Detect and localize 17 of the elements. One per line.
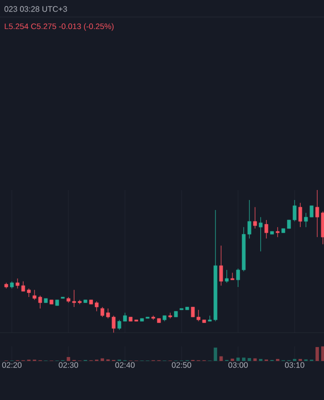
bar <box>219 356 223 361</box>
bar <box>214 348 218 361</box>
bar <box>321 346 324 361</box>
bar <box>100 358 104 361</box>
candlestick <box>219 245 223 286</box>
candlestick <box>258 216 263 252</box>
bar <box>66 357 70 361</box>
candlestick <box>315 190 320 238</box>
bar <box>248 358 252 361</box>
candlestick <box>298 202 302 228</box>
candlestick <box>264 220 268 239</box>
candlestick <box>253 206 257 229</box>
bar <box>316 347 319 361</box>
bar <box>242 358 246 361</box>
candlestick <box>276 226 280 238</box>
candlestick <box>224 270 229 284</box>
bar <box>236 358 240 361</box>
